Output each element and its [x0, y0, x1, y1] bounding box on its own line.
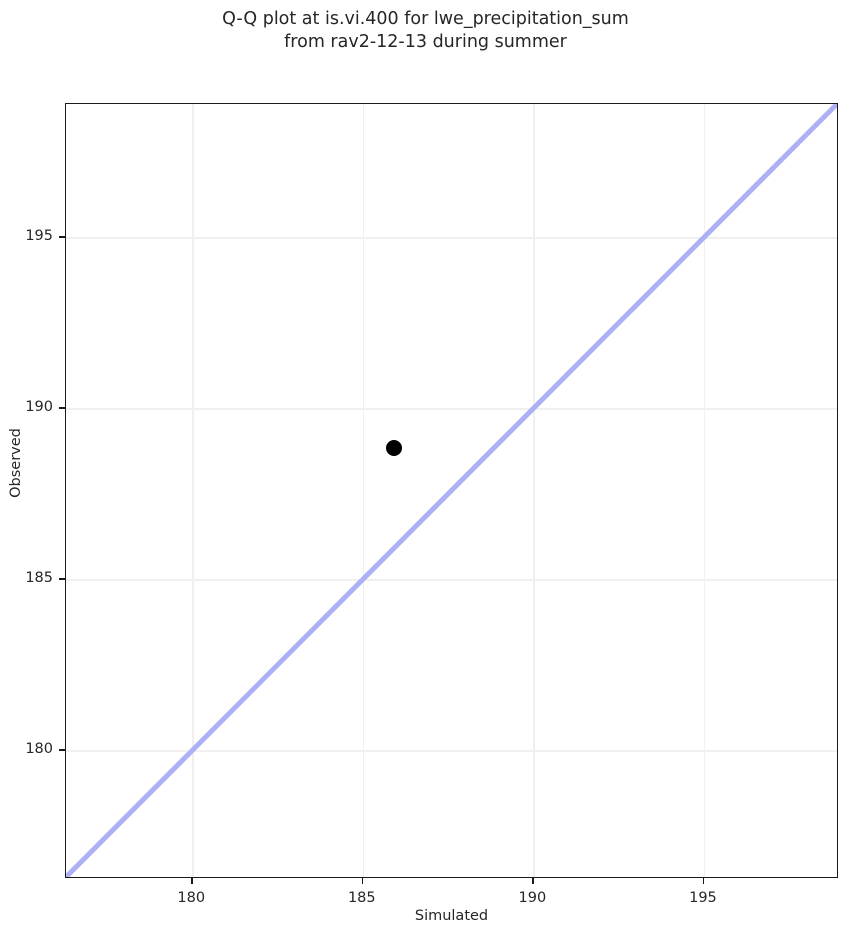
tick-label-x: 190	[518, 890, 547, 906]
tick-mark-y	[59, 236, 65, 238]
gridline-vertical	[192, 104, 194, 877]
tick-mark-y	[59, 749, 65, 751]
tick-label-y: 185	[25, 570, 53, 587]
tick-mark-x	[191, 878, 193, 884]
tick-label-x: 195	[689, 890, 717, 906]
data-point	[385, 439, 402, 456]
gridline-vertical	[362, 104, 365, 877]
tick-mark-x	[361, 878, 364, 884]
y-axis-label: Observed	[8, 428, 24, 498]
gridline-horizontal	[66, 750, 837, 752]
plot-axes-area	[65, 103, 838, 878]
tick-label-x: 185	[347, 890, 376, 906]
gridline-vertical	[533, 104, 535, 877]
tick-label-y: 180	[25, 741, 53, 758]
tick-label-y: 195	[25, 228, 53, 245]
x-axis-label: Simulated	[414, 908, 489, 924]
gridline-horizontal	[66, 408, 837, 410]
tick-label-x: 180	[177, 890, 206, 906]
tick-mark-x	[702, 878, 705, 884]
gridline-vertical	[703, 104, 706, 877]
gridline-horizontal	[66, 237, 837, 239]
tick-mark-y	[59, 407, 65, 409]
tick-mark-x	[532, 878, 534, 884]
tick-mark-y	[59, 578, 65, 580]
gridline-horizontal	[66, 579, 837, 581]
one-to-one-reference-line	[66, 104, 837, 877]
tick-label-y: 190	[25, 399, 53, 416]
chart-title: Q-Q plot at is.vi.400 for lwe_precipitat…	[222, 9, 629, 52]
